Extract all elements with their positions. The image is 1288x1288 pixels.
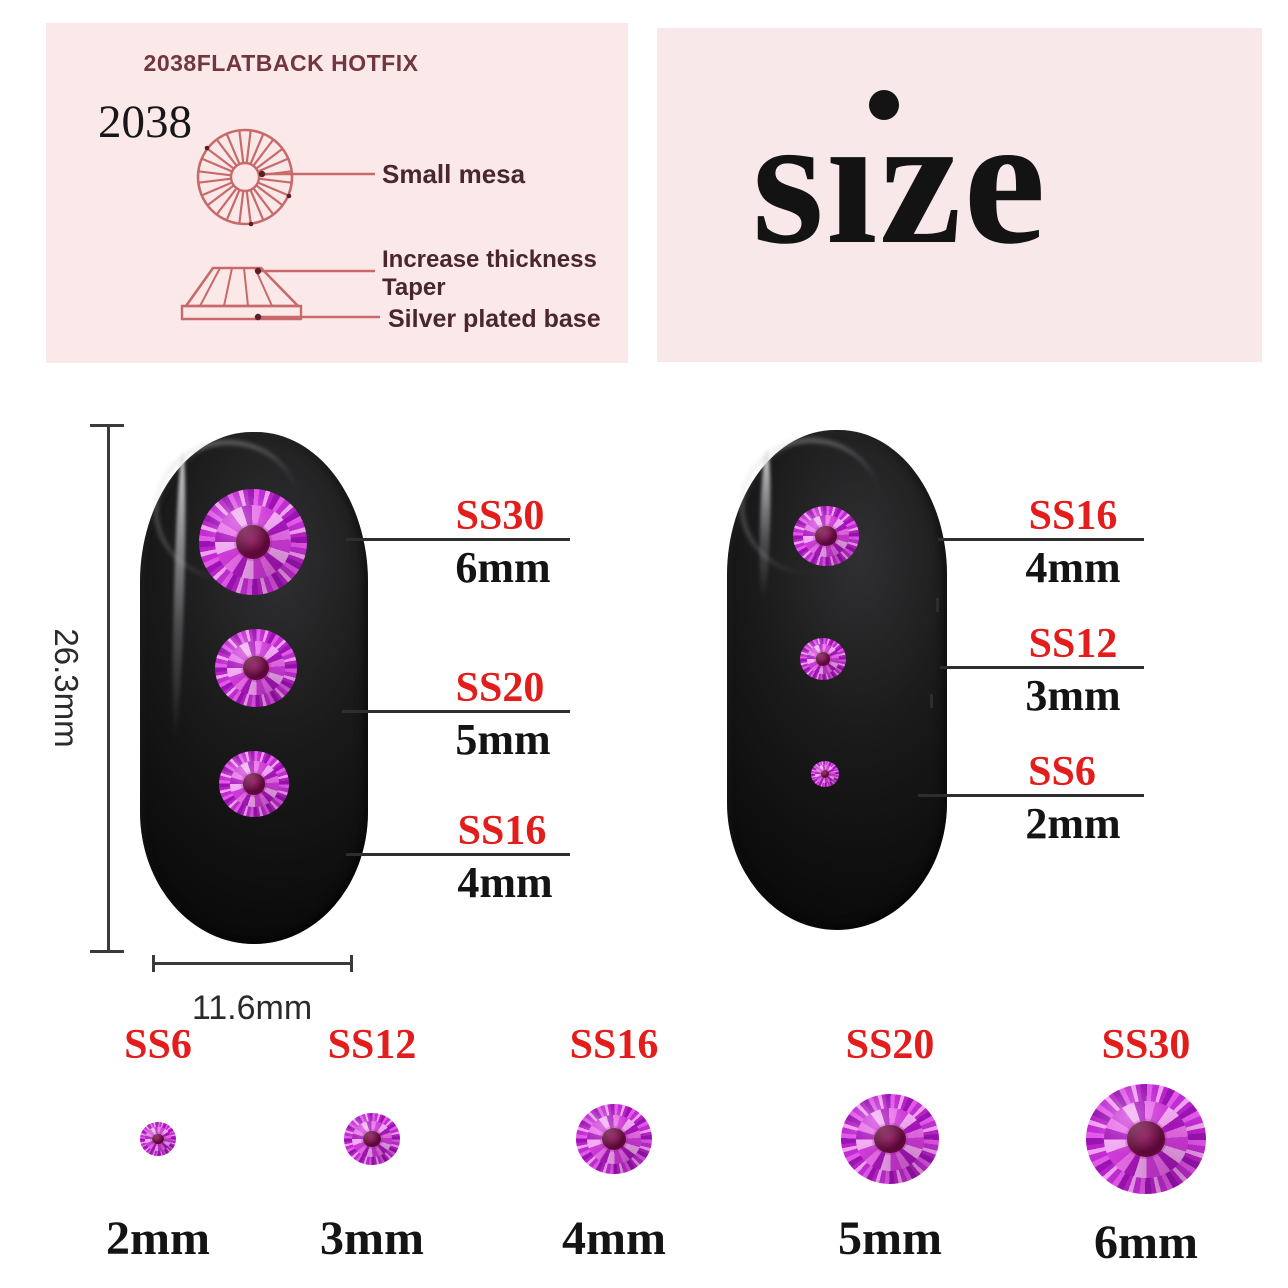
callout-mm-label: 3mm <box>1025 671 1121 720</box>
callout-line-ss6 <box>918 794 1144 797</box>
callout-mm-label: 5mm <box>455 715 551 764</box>
leader-dot-base <box>254 313 262 321</box>
chart-rhinestone-ss16 <box>576 1104 652 1174</box>
callout-ss-label: SS12 <box>1028 621 1118 667</box>
chart-mm-label: 4mm <box>562 1212 666 1265</box>
callout-mm-label: 4mm <box>457 858 553 907</box>
nail-edge-tick <box>936 598 939 612</box>
height-measure-cap-bottom <box>90 950 124 953</box>
spec-panel-title: 2038FLATBACK HOTFIX <box>143 50 419 76</box>
chart-rhinestone-ss6 <box>140 1122 176 1156</box>
callout-ss-label: SS6 <box>1028 749 1096 795</box>
size-panel: sıze <box>657 28 1262 362</box>
nail-height-label: 26.3mm <box>48 628 85 748</box>
size-letters-ze: ze <box>879 78 1048 283</box>
nail-width-label: 11.6mm <box>191 989 313 1027</box>
diagram-side-view-base <box>180 304 303 321</box>
diagram-rim-dot <box>286 193 292 199</box>
diagram-rim-dot <box>248 221 254 227</box>
size-letter-s: s <box>752 78 826 283</box>
rhinestone-technical-diagram: Small mesa Increase thickness Taper Silv… <box>180 128 601 333</box>
width-measure-line <box>153 962 353 965</box>
chart-rhinestone-ss20 <box>841 1094 939 1184</box>
callout-mm-label: 2mm <box>1025 799 1121 848</box>
rhinestone-ss30 <box>199 489 307 595</box>
chart-ss-label: SS12 <box>327 1022 417 1068</box>
leader-dot-thickness <box>254 267 262 275</box>
leader-dot-mesa <box>258 170 266 178</box>
rhinestone-ss12 <box>800 638 846 680</box>
rhinestone-ss20 <box>215 629 297 707</box>
chart-mm-label: 3mm <box>320 1212 424 1265</box>
chart-rhinestone-ss30 <box>1086 1084 1206 1194</box>
nail-edge-tick <box>930 694 933 708</box>
callout-ss-label: SS16 <box>1028 493 1118 539</box>
diagram-label-base: Silver plated base <box>388 305 601 333</box>
rhinestone-ss16 <box>793 506 859 566</box>
chart-mm-label: 2mm <box>106 1212 210 1265</box>
chart-mm-label: 6mm <box>1094 1216 1198 1269</box>
chart-ss-label: SS30 <box>1101 1022 1191 1068</box>
rhinestone-ss6 <box>811 761 839 787</box>
callout-line-ss16 <box>938 538 1144 541</box>
height-measure-line <box>107 425 110 952</box>
nail-right <box>727 428 947 930</box>
callout-mm-label: 6mm <box>455 543 551 592</box>
width-measure-tick-left <box>152 955 155 972</box>
chart-ss-label: SS6 <box>124 1022 192 1068</box>
chart-ss-label: SS20 <box>845 1022 935 1068</box>
height-measure-cap-top <box>90 424 124 427</box>
callout-ss-label: SS20 <box>455 665 545 711</box>
rhinestone-ss16 <box>219 751 289 817</box>
callout-line-ss30 <box>346 538 570 541</box>
diagram-leader-lines <box>258 172 380 319</box>
callout-line-ss12 <box>940 666 1144 669</box>
callout-ss-label: SS16 <box>457 808 547 854</box>
callout-ss-label: SS30 <box>455 493 545 539</box>
diagram-rim-dot <box>204 145 210 151</box>
diagram-label-taper: Taper <box>382 274 446 301</box>
callout-line-ss20 <box>342 710 570 713</box>
chart-ss-label: SS16 <box>569 1022 659 1068</box>
chart-mm-label: 5mm <box>838 1212 942 1265</box>
i-dot <box>869 90 899 120</box>
spec-panel: 2038FLATBACK HOTFIX 2038 Small mesa Incr… <box>46 23 628 363</box>
callout-mm-label: 4mm <box>1025 543 1121 592</box>
model-number: 2038 <box>98 96 192 148</box>
diagram-side-facet-lines <box>199 267 273 307</box>
size-letter-i: ı <box>826 78 880 283</box>
width-measure-tick-right <box>350 955 353 972</box>
diagram-top-view-table <box>229 161 261 193</box>
size-title: sıze <box>752 88 1048 273</box>
diagram-top-view-outline <box>196 128 294 226</box>
diagram-label-mesa: Small mesa <box>382 159 526 189</box>
chart-rhinestone-ss12 <box>344 1113 400 1165</box>
diagram-label-thickness: Increase thickness <box>382 246 597 273</box>
callout-line-ss16 <box>346 853 570 856</box>
